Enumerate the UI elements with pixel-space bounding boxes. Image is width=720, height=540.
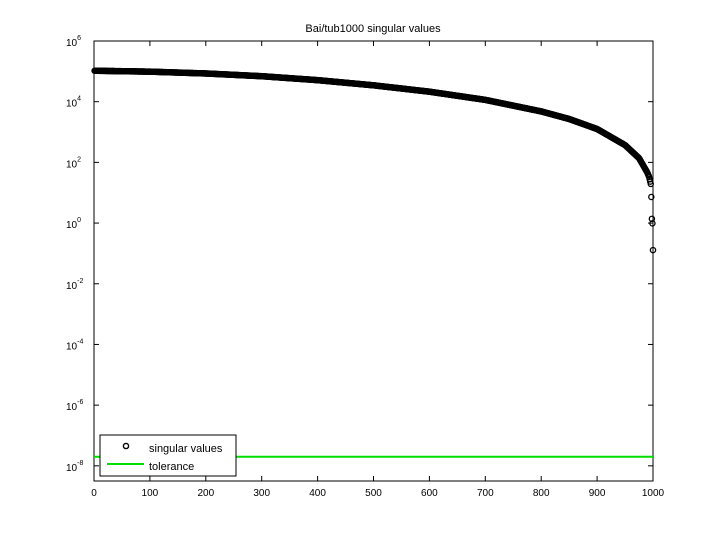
singular-value-point bbox=[649, 246, 657, 254]
chart-title: Bai/tub1000 singular values bbox=[305, 23, 441, 35]
y-tick-base: 10 bbox=[66, 38, 78, 49]
legend-label-singular-values: singular values bbox=[149, 443, 223, 455]
plot-area bbox=[93, 40, 654, 482]
x-tick-label: 200 bbox=[197, 488, 214, 499]
y-tick-exponent: -6 bbox=[77, 399, 83, 406]
y-tick-exponent: 6 bbox=[77, 35, 81, 42]
y-tick-exponent: -8 bbox=[77, 460, 83, 467]
singular-value-point bbox=[649, 220, 656, 227]
y-tick-exponent: -2 bbox=[77, 278, 83, 285]
x-tick-label: 1000 bbox=[642, 488, 665, 499]
x-tick-label: 400 bbox=[309, 488, 326, 499]
y-tick-exponent: 0 bbox=[77, 217, 81, 224]
singular-value-point bbox=[647, 180, 655, 188]
axis-ticks: 0 100 200 300 400 500 600 700 800 900 100010610410… bbox=[66, 35, 665, 499]
y-tick-base: 10 bbox=[66, 99, 78, 110]
y-tick-base: 10 bbox=[66, 463, 78, 474]
y-tick-exponent: 4 bbox=[77, 96, 81, 103]
x-tick-label: 700 bbox=[477, 488, 494, 499]
y-tick-base: 10 bbox=[66, 341, 78, 352]
y-tick-label: 10-8 bbox=[66, 460, 83, 474]
legend-box bbox=[99, 434, 237, 477]
y-tick-exponent: 2 bbox=[77, 156, 81, 163]
y-tick-label: 104 bbox=[66, 96, 81, 110]
y-tick-exponent: -4 bbox=[77, 338, 83, 345]
y-tick-label: 100 bbox=[66, 217, 81, 231]
y-tick-base: 10 bbox=[66, 159, 78, 170]
y-tick-base: 10 bbox=[66, 281, 78, 292]
y-tick-label: 10-6 bbox=[66, 399, 83, 413]
legend: singular values tolerance bbox=[99, 434, 237, 477]
x-tick-label: 500 bbox=[365, 488, 382, 499]
singular-value-point bbox=[648, 193, 655, 201]
legend-label-tolerance: tolerance bbox=[149, 461, 194, 473]
x-tick-label: 900 bbox=[589, 488, 606, 499]
x-tick-label: 100 bbox=[142, 488, 159, 499]
x-tick-label: 800 bbox=[533, 488, 550, 499]
y-tick-label: 10-4 bbox=[66, 338, 83, 352]
y-tick-label: 102 bbox=[66, 156, 81, 170]
y-tick-base: 10 bbox=[66, 220, 78, 231]
x-tick-label: 300 bbox=[253, 488, 270, 499]
y-tick-base: 10 bbox=[66, 402, 78, 413]
y-tick-label: 106 bbox=[66, 35, 81, 49]
x-tick-label: 600 bbox=[421, 488, 438, 499]
y-tick-label: 10-2 bbox=[66, 278, 83, 292]
legend-marker-singular-values bbox=[122, 442, 130, 450]
singular-values-series bbox=[91, 67, 657, 254]
x-tick-label: 0 bbox=[91, 488, 97, 499]
